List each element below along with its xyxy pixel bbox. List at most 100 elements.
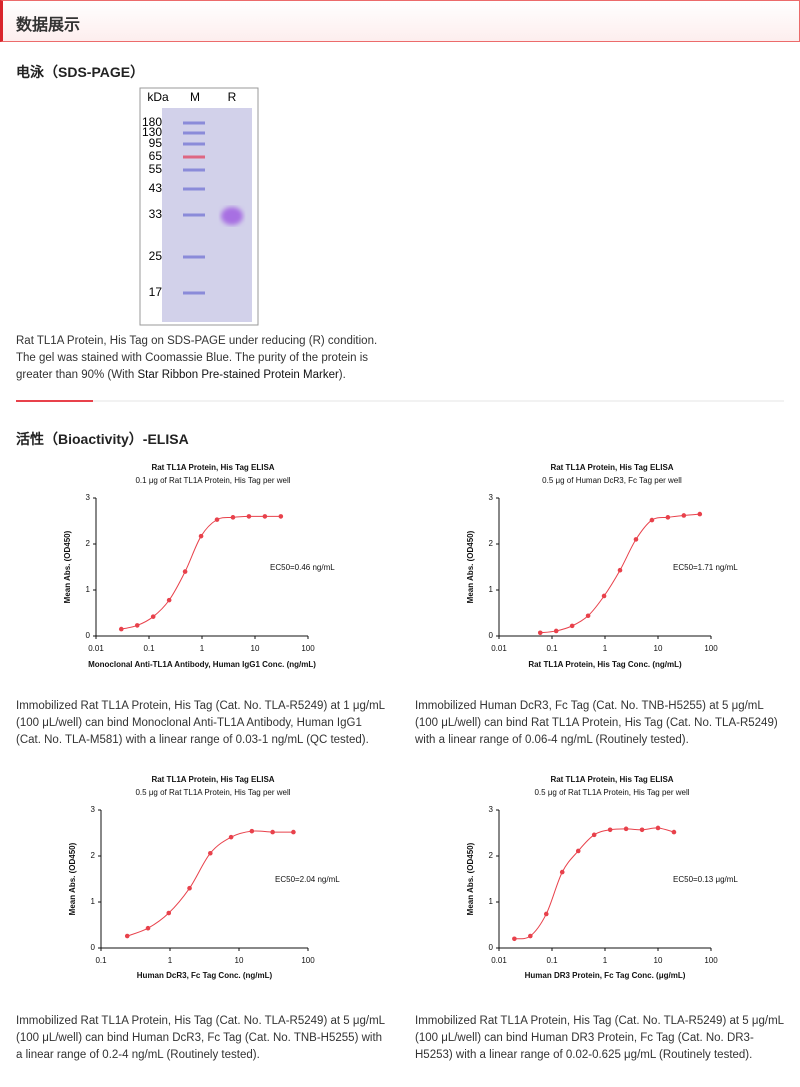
y-tick-label: 0 <box>489 943 494 952</box>
x-tick-label: 1 <box>603 956 608 965</box>
chart-title: Rat TL1A Protein, His Tag ELISA <box>550 463 673 472</box>
marker-label: 25 <box>149 249 163 263</box>
marker-label: 17 <box>149 285 163 299</box>
marker-band <box>183 131 205 135</box>
x-axis-label: Rat TL1A Protein, His Tag Conc. (ng/mL) <box>528 660 682 669</box>
data-point <box>623 826 629 832</box>
fit-line <box>127 830 294 937</box>
caption-text: Rat TL1A Protein, His Tag on SDS-PAGE un… <box>16 335 378 381</box>
chart-description: Immobilized Rat TL1A Protein, His Tag (C… <box>16 700 385 746</box>
data-point <box>697 511 703 517</box>
marker-label: 65 <box>149 149 163 163</box>
marker-band <box>183 187 205 191</box>
gel-unit: kDa <box>147 90 169 104</box>
y-tick-label: 1 <box>489 585 494 594</box>
data-point <box>166 597 172 603</box>
y-tick-label: 0 <box>91 943 96 952</box>
y-axis-label: Mean Abs. (OD450) <box>466 842 475 915</box>
section-title: 电泳（SDS-PAGE） <box>16 64 145 80</box>
data-point <box>528 933 533 939</box>
x-tick-label: 10 <box>235 956 244 965</box>
x-tick-label: 1 <box>168 956 173 965</box>
marker-band <box>183 168 205 172</box>
header-bar <box>0 0 800 42</box>
data-point <box>649 517 655 523</box>
marker-band <box>183 213 205 217</box>
data-point <box>585 613 591 619</box>
x-tick-label: 0.1 <box>143 644 155 653</box>
marker-band <box>183 291 205 295</box>
y-tick-label: 1 <box>91 897 96 906</box>
data-point <box>671 829 677 835</box>
chart-description: Immobilized Rat TL1A Protein, His Tag (C… <box>16 1015 385 1061</box>
y-tick-label: 3 <box>489 493 494 502</box>
fit-line <box>121 515 281 630</box>
y-axis-label: Mean Abs. (OD450) <box>68 842 77 915</box>
data-point <box>607 827 613 833</box>
chart-title: Rat TL1A Protein, His Tag ELISA <box>151 463 274 472</box>
data-point <box>270 829 275 835</box>
marker-label: 180 <box>142 115 162 129</box>
x-tick-label: 1 <box>200 644 205 653</box>
marker-label: 130 <box>142 125 162 139</box>
x-tick-label: 0.01 <box>491 956 507 965</box>
data-point <box>575 848 581 854</box>
data-point <box>187 885 192 891</box>
y-axis-label: Mean Abs. (OD450) <box>63 530 72 603</box>
y-tick-label: 2 <box>489 851 494 860</box>
y-tick-label: 3 <box>91 805 96 814</box>
marker-label: 43 <box>149 181 163 195</box>
annotation: EC50=0.46 ng/mL <box>270 563 335 572</box>
data-point <box>150 614 156 619</box>
data-point <box>291 829 296 835</box>
data-point <box>228 834 234 840</box>
marker-band <box>183 121 205 125</box>
data-point <box>601 593 607 599</box>
data-point <box>591 832 597 838</box>
data-point <box>569 623 575 629</box>
chart-title: Rat TL1A Protein, His Tag ELISA <box>151 775 274 784</box>
gel-caption: Rat TL1A Protein, His Tag on SDS-PAGE un… <box>16 333 381 384</box>
x-tick-label: 0.01 <box>491 644 507 653</box>
annotation: EC50=0.13 μg/mL <box>673 875 738 884</box>
x-tick-label: 1 <box>603 644 608 653</box>
marker-label: 55 <box>149 162 163 176</box>
y-axis-label: Mean Abs. (OD450) <box>466 530 475 603</box>
y-tick-label: 2 <box>489 539 494 548</box>
x-tick-label: 10 <box>654 644 663 653</box>
x-tick-label: 10 <box>654 956 663 965</box>
x-axis-label: Human DcR3, Fc Tag Conc. (ng/mL) <box>137 971 273 980</box>
y-tick-label: 1 <box>86 585 91 594</box>
data-point <box>633 537 639 542</box>
data-point <box>249 828 255 834</box>
data-point <box>246 514 252 519</box>
data-point <box>512 936 517 942</box>
x-axis-label: Monoclonal Anti-TL1A Antibody, Human IgG… <box>88 660 316 669</box>
lane-label: R <box>228 90 237 104</box>
x-tick-label: 0.1 <box>546 644 558 653</box>
data-point <box>134 623 140 628</box>
chart-subtitle: 0.5 μg of Rat TL1A Protein, His Tag per … <box>534 788 689 797</box>
chart-subtitle: 0.5 μg of Rat TL1A Protein, His Tag per … <box>135 788 290 797</box>
marker-label: 95 <box>149 136 163 150</box>
y-tick-label: 0 <box>86 631 91 640</box>
caption-link[interactable]: Star Ribbon Pre-stained Protein Marker <box>137 369 339 381</box>
data-point <box>278 514 284 519</box>
data-point <box>617 567 623 573</box>
y-tick-label: 1 <box>489 897 494 906</box>
x-tick-label: 0.1 <box>546 956 558 965</box>
data-point <box>208 850 213 856</box>
data-point <box>145 925 151 931</box>
x-tick-label: 10 <box>251 644 260 653</box>
y-tick-label: 0 <box>489 631 494 640</box>
annotation: EC50=2.04 ng/mL <box>275 875 340 884</box>
chart-title: Rat TL1A Protein, His Tag ELISA <box>550 775 673 784</box>
x-tick-label: 0.1 <box>95 956 107 965</box>
y-tick-label: 3 <box>86 493 91 502</box>
chart-description: Immobilized Human DcR3, Fc Tag (Cat. No.… <box>415 700 778 746</box>
data-point <box>118 626 124 632</box>
data-point <box>166 910 172 916</box>
chart-description: Immobilized Rat TL1A Protein, His Tag (C… <box>415 1015 784 1061</box>
